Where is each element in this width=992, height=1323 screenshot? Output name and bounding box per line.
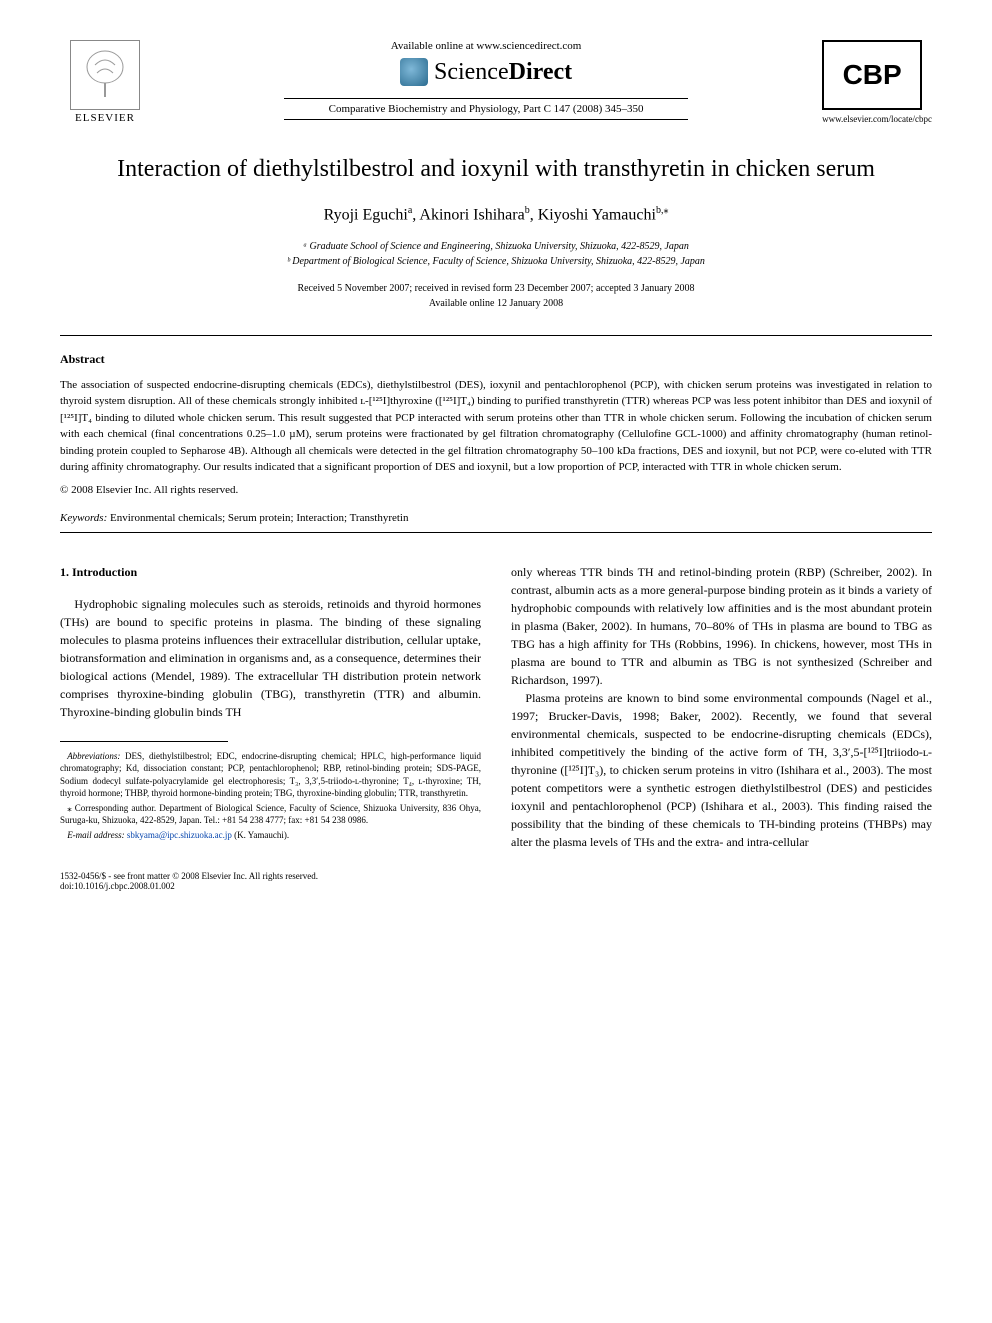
author-1-sup: a (408, 205, 412, 216)
affiliations: ᵃ Graduate School of Science and Enginee… (60, 239, 932, 269)
author-2: Akinori Ishihara (419, 207, 524, 224)
intro-paragraph-2: only whereas TTR binds TH and retinol-bi… (511, 563, 932, 689)
email-value[interactable]: sbkyama@ipc.shizuoka.ac.jp (125, 830, 232, 840)
email-suffix: (K. Yamauchi). (232, 830, 289, 840)
available-online-text: Available online at www.sciencedirect.co… (150, 40, 822, 52)
dates-available: Available online 12 January 2008 (60, 296, 932, 311)
dates-received: Received 5 November 2007; received in re… (60, 281, 932, 296)
affiliation-b: ᵇ Department of Biological Science, Facu… (60, 254, 932, 269)
footnotes: Abbreviations: DES, diethylstilbestrol; … (60, 750, 481, 842)
divider (60, 335, 932, 336)
abstract-text: The association of suspected endocrine-d… (60, 377, 932, 476)
footer-block: 1532-0456/$ - see front matter © 2008 El… (60, 871, 932, 891)
doi-line: doi:10.1016/j.cbpc.2008.01.002 (60, 881, 932, 891)
sd-suffix: Direct (509, 59, 573, 85)
abbrev-text: DES, diethylstilbestrol; EDC, endocrine-… (60, 751, 481, 799)
elsevier-logo: ELSEVIER (60, 40, 150, 124)
dates-block: Received 5 November 2007; received in re… (60, 281, 932, 311)
author-3-corr: ⁎ (663, 205, 668, 216)
center-header: Available online at www.sciencedirect.co… (150, 40, 822, 124)
keywords-label: Keywords: (60, 512, 107, 524)
abstract-heading: Abstract (60, 352, 932, 367)
intro-heading: 1. Introduction (60, 563, 481, 581)
divider (284, 98, 687, 99)
intro-paragraph-3: Plasma proteins are known to bind some e… (511, 689, 932, 851)
abstract-copyright: © 2008 Elsevier Inc. All rights reserved… (60, 484, 932, 496)
intro-paragraph-1: Hydrophobic signaling molecules such as … (60, 595, 481, 721)
sciencedirect-text: ScienceDirect (434, 59, 572, 86)
abbrev-label: Abbreviations: (67, 751, 120, 761)
journal-reference: Comparative Biochemistry and Physiology,… (150, 103, 822, 115)
keywords-line: Keywords: Environmental chemicals; Serum… (60, 512, 932, 524)
corr-label: ⁎ Corresponding author. (67, 803, 156, 813)
footnote-separator (60, 741, 228, 742)
column-left: 1. Introduction Hydrophobic signaling mo… (60, 563, 481, 851)
sd-prefix: Science (434, 59, 509, 85)
sciencedirect-logo: ScienceDirect (150, 58, 822, 86)
cbp-block: CBP www.elsevier.com/locate/cbpc (822, 40, 932, 124)
affiliation-a: ᵃ Graduate School of Science and Enginee… (60, 239, 932, 254)
author-1: Ryoji Eguchi (324, 207, 408, 224)
body-columns: 1. Introduction Hydrophobic signaling mo… (60, 563, 932, 851)
abbreviations-footnote: Abbreviations: DES, diethylstilbestrol; … (60, 750, 481, 800)
email-footnote: E-mail address: sbkyama@ipc.shizuoka.ac.… (60, 829, 481, 842)
cbp-url: www.elsevier.com/locate/cbpc (822, 114, 932, 124)
column-right: only whereas TTR binds TH and retinol-bi… (511, 563, 932, 851)
issn-line: 1532-0456/$ - see front matter © 2008 El… (60, 871, 932, 881)
divider (60, 532, 932, 533)
email-label: E-mail address: (67, 830, 124, 840)
divider (284, 119, 687, 120)
header-row: ELSEVIER Available online at www.science… (60, 40, 932, 124)
cbp-logo: CBP (822, 40, 922, 110)
elsevier-label: ELSEVIER (75, 112, 135, 124)
elsevier-tree-icon (70, 40, 140, 110)
keywords-text: Environmental chemicals; Serum protein; … (107, 512, 408, 524)
authors-line: Ryoji Eguchia, Akinori Ishiharab, Kiyosh… (60, 205, 932, 224)
abstract-section: Abstract The association of suspected en… (60, 352, 932, 496)
author-2-sup: b (525, 205, 530, 216)
author-3: Kiyoshi Yamauchi (538, 207, 656, 224)
article-title: Interaction of diethylstilbestrol and io… (60, 154, 932, 185)
sciencedirect-icon (400, 58, 428, 86)
corresponding-author-footnote: ⁎ Corresponding author. Department of Bi… (60, 802, 481, 827)
